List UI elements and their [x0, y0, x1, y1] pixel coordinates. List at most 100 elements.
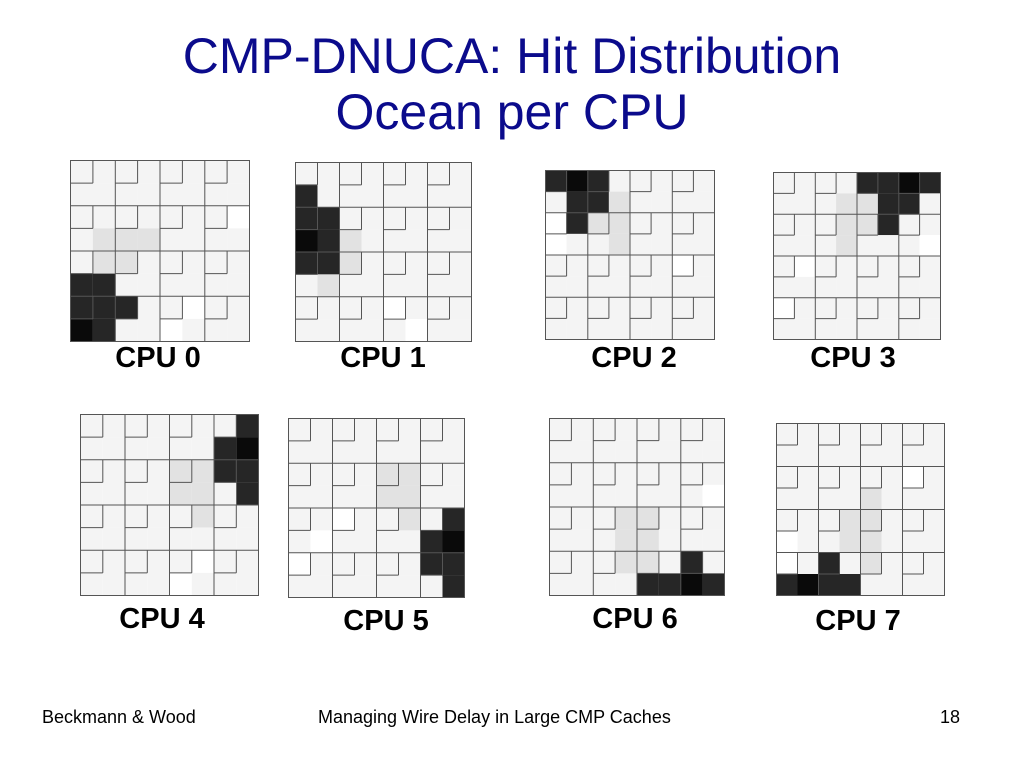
bank-cell	[236, 482, 259, 505]
bank-cell	[236, 505, 259, 528]
bank-cell	[427, 207, 450, 230]
bank-cell	[449, 296, 472, 320]
bank-cell	[295, 207, 318, 230]
bank-cell	[794, 172, 816, 194]
bank-cell	[405, 207, 428, 230]
cpu-7-label: CPU 7	[815, 605, 901, 637]
bank-cell	[92, 318, 116, 342]
bank-cell	[839, 488, 861, 510]
bank-cell	[398, 463, 421, 486]
bank-cell	[160, 160, 183, 184]
bank-cell	[376, 508, 399, 531]
bank-cell	[376, 575, 399, 598]
bank-cell	[571, 507, 594, 530]
bank-cell	[70, 318, 93, 342]
bank-cell	[651, 255, 673, 277]
bank-cell	[376, 418, 399, 441]
bank-cell	[566, 212, 588, 234]
bank-cell	[420, 418, 443, 441]
bank-cell	[776, 423, 798, 445]
bank-cell	[680, 529, 703, 552]
bank-cell	[923, 531, 945, 553]
bank-cell	[339, 229, 362, 252]
bank-cell	[815, 256, 837, 277]
bank-cell	[191, 459, 215, 483]
bank-cell	[877, 318, 899, 340]
bank-cell	[608, 170, 630, 192]
bank-cell	[383, 296, 406, 320]
bank-cell	[227, 160, 250, 184]
bank-cell	[339, 319, 362, 342]
bank-cell	[317, 184, 340, 208]
bank-cell	[332, 463, 355, 486]
bank-cell	[339, 296, 362, 320]
cpu-0-label: CPU 0	[115, 342, 201, 374]
bank-cell	[405, 319, 428, 342]
bank-cell	[680, 462, 703, 485]
bank-cell	[637, 418, 659, 441]
bank-cell	[881, 466, 903, 488]
bank-cell	[361, 162, 384, 185]
bank-cell	[137, 251, 160, 274]
bank-cell	[545, 212, 567, 234]
slide-title: CMP-DNUCA: Hit Distribution Ocean per CP…	[0, 28, 1024, 140]
cpu-4-hit-grid	[80, 414, 259, 596]
bank-cell	[898, 297, 920, 319]
bank-cell	[615, 462, 637, 485]
bank-cell	[317, 252, 340, 275]
bank-cell	[70, 183, 93, 206]
bank-cell	[147, 459, 170, 483]
bank-cell	[815, 276, 837, 298]
bank-cell	[236, 572, 259, 596]
bank-cell	[693, 233, 715, 255]
bank-cell	[227, 296, 250, 319]
bank-cell	[615, 573, 637, 596]
bank-cell	[295, 319, 318, 342]
bank-cell	[773, 193, 795, 215]
bank-cell	[693, 255, 715, 277]
bank-cell	[549, 529, 572, 552]
bank-cell	[587, 212, 609, 234]
bank-cell	[137, 228, 160, 251]
bank-cell	[857, 193, 878, 215]
bank-cell	[549, 484, 572, 507]
bank-cell	[80, 459, 103, 483]
bank-cell	[898, 318, 920, 340]
bank-cell	[881, 531, 903, 553]
bank-cell	[288, 440, 311, 464]
bank-cell	[630, 318, 652, 340]
bank-cell	[773, 297, 795, 319]
bank-cell	[169, 505, 192, 528]
bank-cell	[658, 529, 681, 552]
bank-cell	[593, 418, 616, 441]
bank-cell	[593, 484, 616, 507]
bank-cell	[442, 440, 465, 464]
bank-cell	[881, 445, 903, 467]
bank-cell	[92, 205, 116, 229]
bank-cell	[839, 574, 861, 596]
bank-cell	[70, 228, 93, 251]
bank-cell	[902, 445, 924, 467]
bank-cell	[332, 440, 355, 464]
bank-cell	[545, 297, 567, 319]
bank-cell	[773, 276, 795, 298]
bank-cell	[797, 488, 819, 510]
bank-cell	[587, 297, 609, 319]
bank-cell	[608, 297, 630, 319]
bank-cell	[836, 235, 857, 256]
bank-cell	[860, 574, 882, 596]
bank-cell	[630, 276, 652, 298]
bank-cell	[608, 212, 630, 234]
bank-cell	[115, 160, 138, 184]
grid-border	[776, 423, 945, 596]
bank-cell	[902, 509, 924, 531]
cpu-2-label: CPU 2	[591, 342, 677, 374]
bank-cell	[877, 276, 899, 298]
bank-cell	[191, 550, 215, 573]
bank-cell	[860, 552, 882, 574]
bank-cell	[214, 572, 237, 596]
bank-cell	[310, 440, 333, 464]
bank-cell	[442, 418, 465, 441]
bank-cell	[227, 318, 250, 342]
bank-cell	[354, 463, 377, 486]
